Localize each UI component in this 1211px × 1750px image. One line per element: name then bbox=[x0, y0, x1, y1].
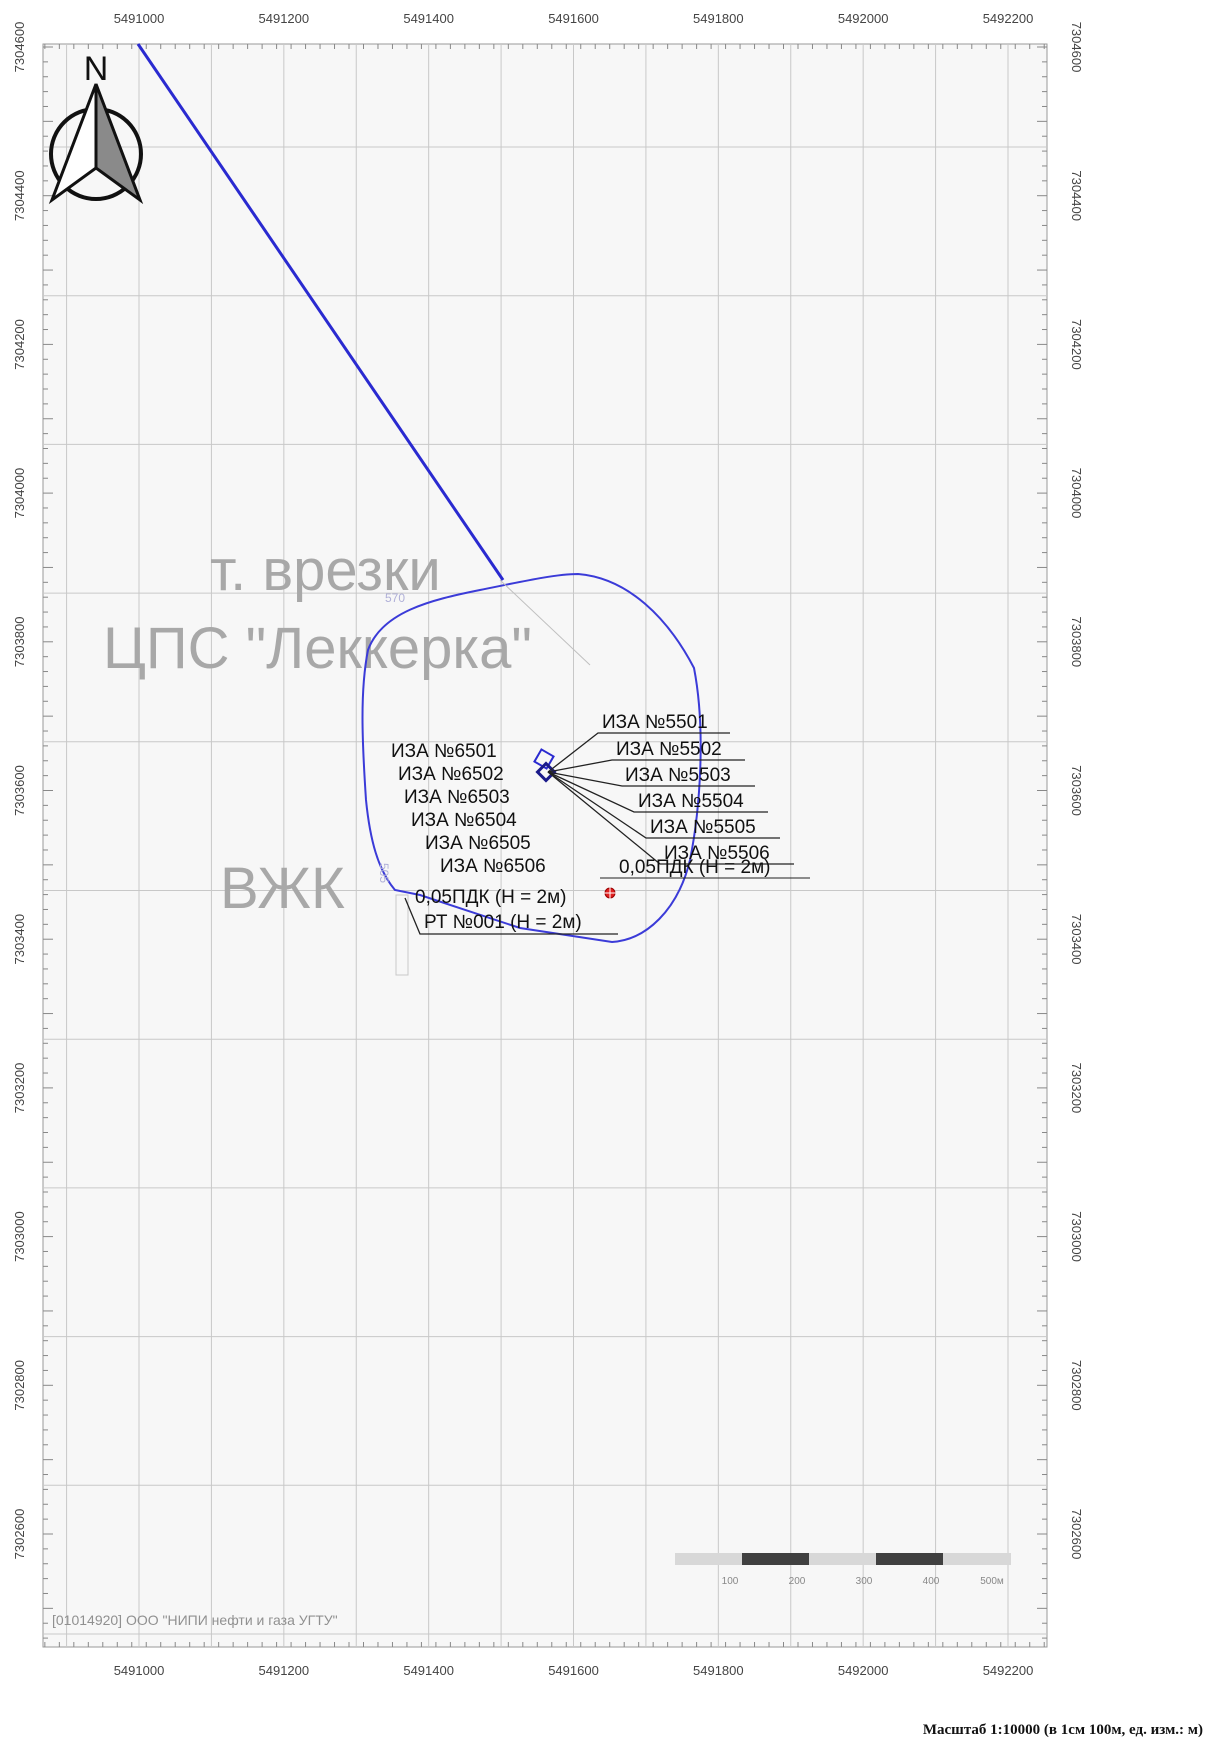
x-coord-label-bottom: 5491200 bbox=[259, 1663, 310, 1678]
site-label-cps: ЦПС "Леккерка" bbox=[103, 616, 532, 681]
y-coord-label-right: 7302800 bbox=[1069, 1360, 1084, 1411]
y-coord-label-left: 7302800 bbox=[12, 1360, 27, 1411]
y-coord-label-left: 7303200 bbox=[12, 1063, 27, 1114]
scale-seg-5 bbox=[943, 1553, 1011, 1565]
north-label: N bbox=[84, 50, 109, 88]
vzhk-small-mark: 505 bbox=[377, 863, 391, 883]
x-coord-label-bottom: 5491000 bbox=[114, 1663, 165, 1678]
scale-caption: Масштаб 1:10000 (в 1см 100м, ед. изм.: м… bbox=[922, 1722, 1203, 1738]
y-coord-label-left: 7304400 bbox=[12, 170, 27, 221]
source-label-5503[interactable]: ИЗА №5503 bbox=[625, 765, 731, 786]
x-coord-label-top: 5491200 bbox=[259, 11, 310, 26]
source-label-5502[interactable]: ИЗА №5502 bbox=[616, 739, 722, 760]
tick-layer bbox=[43, 44, 1047, 1647]
map-frame bbox=[42, 43, 1048, 1648]
x-coord-label-top: 5492000 bbox=[838, 11, 889, 26]
y-coord-label-left: 7303800 bbox=[12, 616, 27, 667]
y-coord-label-right: 7303000 bbox=[1069, 1211, 1084, 1262]
source-label-6506[interactable]: ИЗА №6506 bbox=[440, 856, 546, 877]
y-coord-label-left: 7303400 bbox=[12, 914, 27, 965]
y-coord-label-right: 7303600 bbox=[1069, 765, 1084, 816]
source-label-5505[interactable]: ИЗА №5505 bbox=[650, 817, 756, 838]
scale-label-500: 500м bbox=[980, 1576, 1004, 1587]
x-coord-label-bottom: 5491400 bbox=[403, 1663, 454, 1678]
scale-bar: 100 200 300 400 500м bbox=[675, 1553, 1011, 1587]
y-coord-label-left: 7303000 bbox=[12, 1211, 27, 1262]
site-label-vrezki: т. врезки bbox=[210, 538, 441, 603]
axis-label-layer: 5491000 5491000 5491200 5491200 5491400 54914… bbox=[12, 11, 1084, 1678]
source-label-5506[interactable]: ИЗА №5506 bbox=[664, 843, 770, 864]
isoline-label-outer: 0,05ПДК (Н = 2м) bbox=[619, 857, 771, 878]
y-coord-label-right: 7304000 bbox=[1069, 468, 1084, 519]
point-label-rt001[interactable]: РТ №001 (Н = 2м) bbox=[424, 912, 582, 933]
scale-seg-4 bbox=[876, 1553, 943, 1565]
x-coord-label-bottom: 5491800 bbox=[693, 1663, 744, 1678]
y-coord-label-left: 7304600 bbox=[12, 22, 27, 73]
scale-seg-3 bbox=[809, 1553, 876, 1565]
pipeline-line bbox=[136, 43, 505, 581]
source-label-6504[interactable]: ИЗА №6504 bbox=[411, 810, 517, 831]
scale-label-100: 100 bbox=[722, 1576, 739, 1587]
y-coord-label-left: 7304200 bbox=[12, 319, 27, 370]
y-coord-label-right: 7303800 bbox=[1069, 616, 1084, 667]
north-arrow-right-half bbox=[94, 83, 144, 205]
y-coord-label-right: 7304200 bbox=[1069, 319, 1084, 370]
scale-seg-2 bbox=[742, 1553, 809, 1565]
point-leader-line bbox=[404, 897, 618, 935]
x-coord-label-top: 5492200 bbox=[983, 11, 1034, 26]
source-marker-cluster[interactable] bbox=[535, 761, 557, 783]
x-coord-label-top: 5491600 bbox=[548, 11, 599, 26]
scale-label-300: 300 bbox=[856, 1576, 873, 1587]
source-label-5501[interactable]: ИЗА №5501 bbox=[602, 712, 708, 733]
y-coord-label-right: 7302600 bbox=[1069, 1509, 1084, 1560]
source-label-6501[interactable]: ИЗА №6501 bbox=[391, 741, 497, 762]
site-outline bbox=[499, 579, 591, 666]
leader-lines-right bbox=[547, 732, 794, 865]
y-coord-label-right: 7304400 bbox=[1069, 170, 1084, 221]
scale-label-400: 400 bbox=[923, 1576, 940, 1587]
scale-seg-1 bbox=[675, 1553, 742, 1565]
source-label-6505[interactable]: ИЗА №6505 bbox=[425, 833, 531, 854]
organization-label: [01014920] ООО "НИПИ нефти и газа УГТУ" bbox=[52, 1612, 338, 1628]
x-coord-label-top: 5491000 bbox=[114, 11, 165, 26]
y-coord-label-left: 7302600 bbox=[12, 1509, 27, 1560]
isoline-label-inner: 0,05ПДК (Н = 2м) bbox=[415, 887, 567, 908]
y-coord-label-right: 7304600 bbox=[1069, 22, 1084, 73]
y-coord-label-left: 7303600 bbox=[12, 765, 27, 816]
x-coord-label-bottom: 5491600 bbox=[548, 1663, 599, 1678]
grid-layer bbox=[43, 44, 1047, 1647]
y-coord-label-left: 7304000 bbox=[12, 468, 27, 519]
source-label-6502[interactable]: ИЗА №6502 bbox=[398, 764, 504, 785]
north-arrow: N bbox=[48, 50, 144, 205]
pdk-isoline bbox=[361, 572, 702, 944]
scale-label-200: 200 bbox=[789, 1576, 806, 1587]
x-coord-label-top: 5491800 bbox=[693, 11, 744, 26]
y-coord-label-right: 7303400 bbox=[1069, 914, 1084, 965]
source-marker-6501[interactable] bbox=[533, 748, 555, 770]
source-label-6503[interactable]: ИЗА №6503 bbox=[404, 787, 510, 808]
y-coord-label-right: 7303200 bbox=[1069, 1063, 1084, 1114]
cps-small-mark: 570 bbox=[385, 591, 405, 605]
source-label-5504[interactable]: ИЗА №5504 bbox=[638, 791, 744, 812]
site-label-vzhk: ВЖК bbox=[220, 856, 345, 921]
x-coord-label-bottom: 5492200 bbox=[983, 1663, 1034, 1678]
vzhk-outline bbox=[395, 894, 409, 976]
x-coord-label-top: 5491400 bbox=[403, 11, 454, 26]
x-coord-label-bottom: 5492000 bbox=[838, 1663, 889, 1678]
